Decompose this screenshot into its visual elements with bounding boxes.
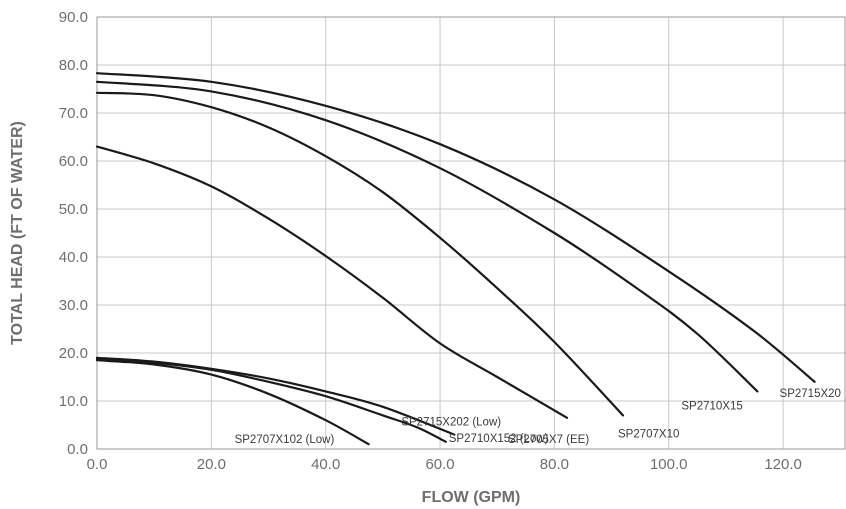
curve-label: SP2715X20: [780, 388, 841, 400]
y-tick-label: 10.0: [59, 393, 88, 410]
x-tick-label: 120.0: [764, 456, 802, 473]
curve-label: SP2710X152 (Low): [449, 433, 549, 445]
x-tick-label: 0.0: [87, 456, 108, 473]
x-tick-label: 60.0: [425, 456, 454, 473]
y-tick-label: 70.0: [59, 105, 88, 122]
x-tick-label: 40.0: [311, 456, 340, 473]
x-tick-label: 20.0: [197, 456, 226, 473]
pump-curves: [97, 73, 815, 444]
y-axis-title: TOTAL HEAD (FT OF WATER): [9, 121, 26, 345]
y-axis-ticks: 0.0 10.0 20.0 30.0 40.0 50.0 60.0 70.0 80.0 90.0: [59, 9, 88, 458]
curve-label: SP2715X202 (Low): [401, 417, 501, 429]
curve-label: SP2707X102 (Low): [235, 434, 335, 446]
x-axis-title: FLOW (GPM): [422, 489, 521, 506]
x-axis-ticks: 0.0 20.0 40.0 60.0 80.0 100.0 120.0: [87, 456, 802, 473]
pump-curve-line: [97, 147, 567, 418]
y-tick-label: 30.0: [59, 297, 88, 314]
y-tick-label: 0.0: [67, 441, 88, 458]
y-tick-label: 90.0: [59, 9, 88, 26]
y-tick-label: 60.0: [59, 153, 88, 170]
y-tick-label: 80.0: [59, 57, 88, 74]
y-tick-label: 40.0: [59, 249, 88, 266]
pump-curve-line: [97, 82, 757, 392]
pump-curve-line: [97, 73, 815, 382]
curve-label: SP2707X10: [618, 428, 679, 440]
x-tick-label: 80.0: [540, 456, 569, 473]
y-tick-label: 20.0: [59, 345, 88, 362]
curve-label: SP2710X15: [681, 400, 742, 412]
pump-curve-line: [97, 359, 446, 442]
y-tick-label: 50.0: [59, 201, 88, 218]
x-tick-label: 100.0: [650, 456, 688, 473]
